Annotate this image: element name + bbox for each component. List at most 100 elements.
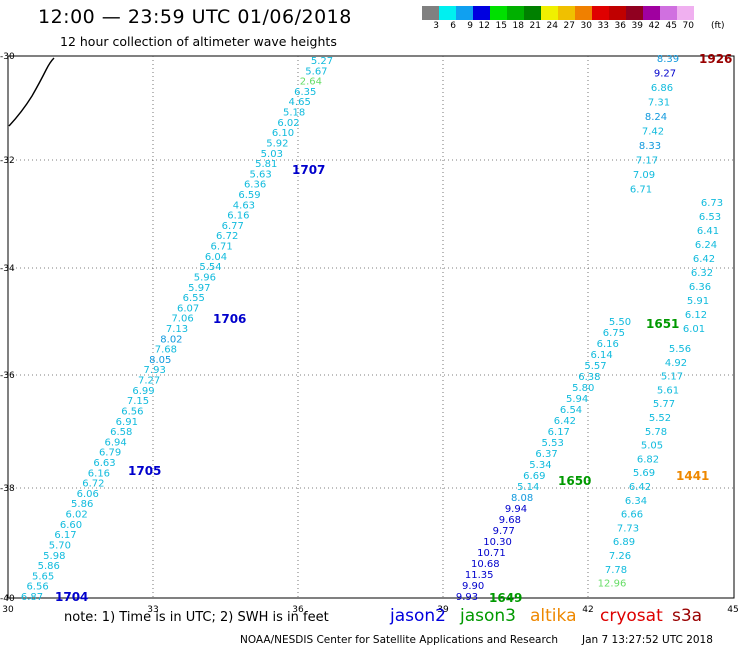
track1-swh-value: 5.70 <box>49 540 71 551</box>
time-label: 1649 <box>489 591 522 605</box>
track3-swh-value: 7.17 <box>636 156 658 167</box>
y-tick-label: -34 <box>0 264 15 274</box>
x-tick-label: 33 <box>147 605 158 615</box>
credit-text: NOAA/NESDIS Center for Satellite Applica… <box>240 634 558 646</box>
track2-swh-value: 10.30 <box>483 537 512 548</box>
track3-swh-value: 6.86 <box>651 83 673 94</box>
track1-swh-value: 6.04 <box>205 252 227 263</box>
track2-swh-value: 9.90 <box>462 581 484 592</box>
color-swatch <box>422 6 439 20</box>
track3-swh-value: 6.32 <box>691 268 713 279</box>
color-swatch-label: 42 <box>648 21 660 31</box>
y-tick-label: -40 <box>0 594 15 604</box>
track3-swh-value: 5.52 <box>649 413 671 424</box>
track2-swh-value: 9.94 <box>505 504 527 515</box>
track1-swh-value: 5.18 <box>283 108 305 119</box>
x-tick-label: 36 <box>292 605 304 615</box>
satellite-s3a: s3a <box>672 606 703 626</box>
track1-swh-value: 6.16 <box>88 468 110 479</box>
track2-swh-value: 5.50 <box>609 317 631 328</box>
track1-swh-value: 7.15 <box>127 396 149 407</box>
x-tick-label: 30 <box>2 605 14 615</box>
color-swatch-label: 6 <box>450 21 456 31</box>
generated-time: Jan 7 13:27:52 UTC 2018 <box>582 634 713 646</box>
track3-swh-value: 6.71 <box>630 185 652 196</box>
track1-swh-value: 6.56 <box>26 582 48 593</box>
track3-swh-value: 6.01 <box>683 324 705 335</box>
track2-swh-value: 6.37 <box>535 449 557 460</box>
footer-note: note: 1) Time is in UTC; 2) SWH is in fe… <box>64 610 329 625</box>
color-swatch-label: 36 <box>614 21 626 31</box>
track3-swh-value: 6.34 <box>625 496 647 507</box>
color-swatch-label: 9 <box>467 21 473 31</box>
track1-swh-value: 4.65 <box>289 97 311 108</box>
track1-swh-value: 6.60 <box>60 520 82 531</box>
satellite-cryosat: cryosat <box>600 606 663 626</box>
track1-swh-value: 6.56 <box>121 406 143 417</box>
color-swatch-label: 70 <box>682 21 694 31</box>
color-swatch <box>439 6 456 20</box>
track1-swh-value: 6.55 <box>183 293 205 304</box>
color-swatch-label: 3 <box>433 21 439 31</box>
color-swatch <box>473 6 490 20</box>
track1-swh-value: 6.87 <box>21 592 43 603</box>
track1-swh-value: 5.54 <box>199 262 221 273</box>
map-subtitle: 12 hour collection of altimeter wave hei… <box>60 34 337 49</box>
track1-swh-value: 5.67 <box>305 66 327 77</box>
track1-swh-value: 6.72 <box>82 479 104 490</box>
track1-swh-value: 7.93 <box>144 365 166 376</box>
track2-swh-value: 10.68 <box>471 559 500 570</box>
color-swatch <box>626 6 643 20</box>
y-tick-label: -38 <box>0 484 15 494</box>
y-tick-label: -36 <box>0 371 15 381</box>
track1-swh-value: 6.79 <box>99 448 121 459</box>
track3-swh-value: 6.12 <box>685 310 707 321</box>
track1-swh-value: 6.07 <box>177 303 199 314</box>
track1-swh-value: 6.59 <box>238 190 260 201</box>
track2-swh-value: 5.94 <box>566 394 588 405</box>
track2-swh-value: 6.42 <box>554 416 576 427</box>
track2-swh-value: 5.14 <box>517 482 539 493</box>
color-swatch-label: 24 <box>546 21 558 31</box>
track3-swh-value: 5.05 <box>641 441 663 452</box>
coastline <box>8 57 55 127</box>
track1-swh-value: 6.17 <box>54 530 76 541</box>
time-label: 1704 <box>55 590 88 604</box>
track3-swh-value: 4.92 <box>665 358 687 369</box>
track3-swh-value: 6.89 <box>613 537 635 548</box>
track2-swh-value: 5.34 <box>529 460 551 471</box>
satellite-altika: altika <box>530 606 577 626</box>
track1-swh-value: 7.68 <box>155 345 177 356</box>
track3-swh-value: 6.36 <box>689 282 711 293</box>
track3-swh-value: 6.53 <box>699 212 721 223</box>
x-tick-label: 45 <box>727 605 738 615</box>
y-tick-label: -30 <box>0 52 15 62</box>
track2-swh-value: 9.77 <box>493 526 515 537</box>
track1-swh-value: 6.06 <box>77 489 99 500</box>
track2-swh-value: 6.54 <box>560 405 582 416</box>
color-swatch <box>558 6 575 20</box>
track1-swh-value: 5.27 <box>311 56 333 67</box>
track1-swh-value: 5.81 <box>255 159 277 170</box>
track1-swh-value: 7.27 <box>138 376 160 387</box>
track3-swh-value: 5.91 <box>687 296 709 307</box>
color-swatch <box>507 6 524 20</box>
track3-swh-value: 5.77 <box>653 399 675 410</box>
track1-swh-value: 5.65 <box>32 571 54 582</box>
track3-swh-value: 5.78 <box>645 427 667 438</box>
color-swatch-label: 15 <box>495 21 507 31</box>
track3-swh-value: 7.78 <box>605 565 627 576</box>
time-label: 1926 <box>699 52 732 66</box>
color-swatch-label: 12 <box>478 21 490 31</box>
color-swatch <box>609 6 626 20</box>
track1-swh-value: 6.72 <box>216 231 238 242</box>
track2-swh-value: 5.80 <box>572 383 594 394</box>
track1-swh-value: 5.86 <box>71 499 93 510</box>
track3-swh-value: 6.82 <box>637 454 659 465</box>
track1-swh-value: 6.36 <box>244 180 266 191</box>
y-tick-label: -32 <box>0 156 15 166</box>
track1-swh-value: 6.35 <box>294 87 316 98</box>
track2-swh-value: 6.38 <box>578 372 600 383</box>
color-swatch-label: 39 <box>631 21 643 31</box>
track1-swh-value: 6.94 <box>105 437 127 448</box>
